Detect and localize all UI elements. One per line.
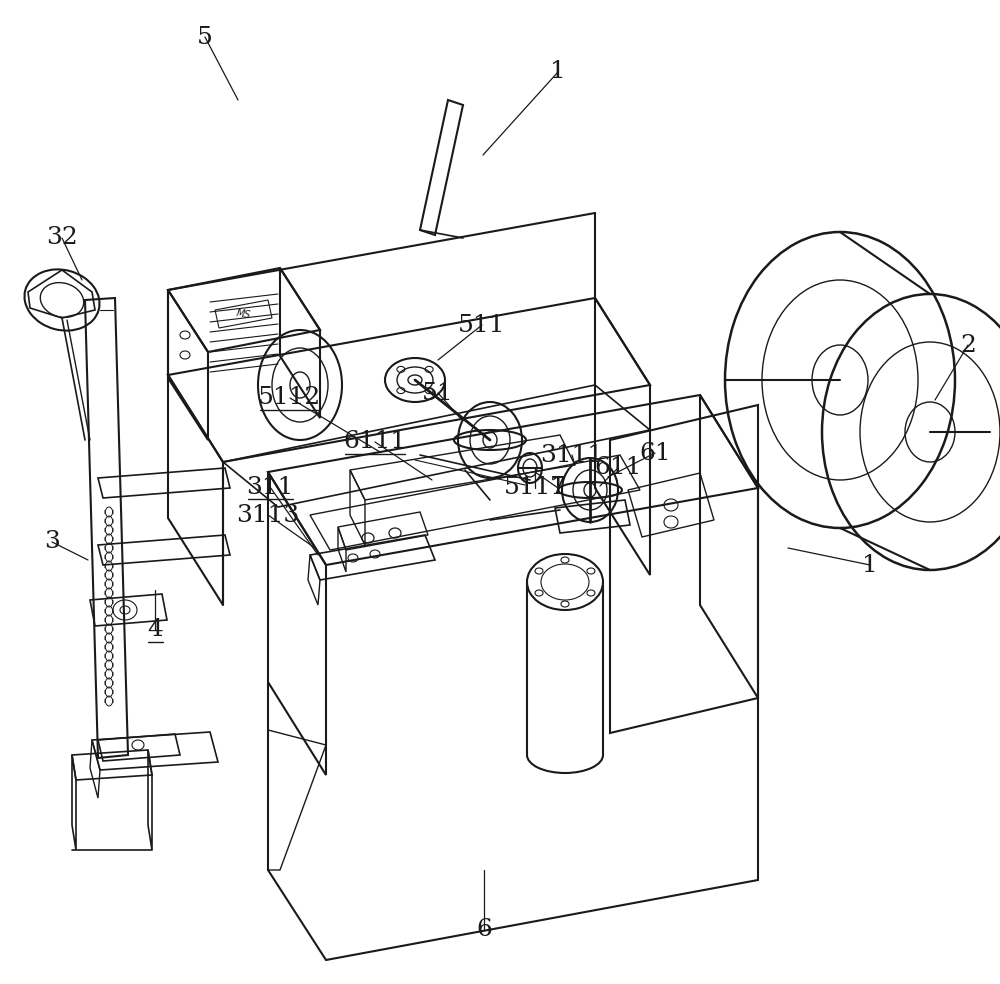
- Text: 3: 3: [44, 530, 60, 553]
- Text: 4: 4: [147, 619, 163, 642]
- Text: 7: 7: [550, 476, 566, 500]
- Text: 2: 2: [960, 334, 976, 356]
- Text: 1: 1: [550, 60, 566, 84]
- Text: MS: MS: [235, 308, 251, 320]
- Text: 1: 1: [862, 553, 878, 577]
- Text: 51: 51: [422, 382, 454, 404]
- Text: 32: 32: [46, 226, 78, 250]
- Text: 3113: 3113: [236, 504, 300, 526]
- Text: 611: 611: [594, 457, 642, 479]
- Text: 511: 511: [458, 314, 506, 337]
- Text: 5112: 5112: [258, 387, 322, 409]
- Text: 3111: 3111: [540, 444, 604, 466]
- Text: 5: 5: [197, 26, 213, 48]
- Text: 6111: 6111: [343, 430, 407, 454]
- Text: 6: 6: [476, 918, 492, 942]
- Text: 61: 61: [639, 442, 671, 464]
- Text: 5111: 5111: [503, 476, 567, 500]
- Text: 311: 311: [246, 475, 294, 499]
